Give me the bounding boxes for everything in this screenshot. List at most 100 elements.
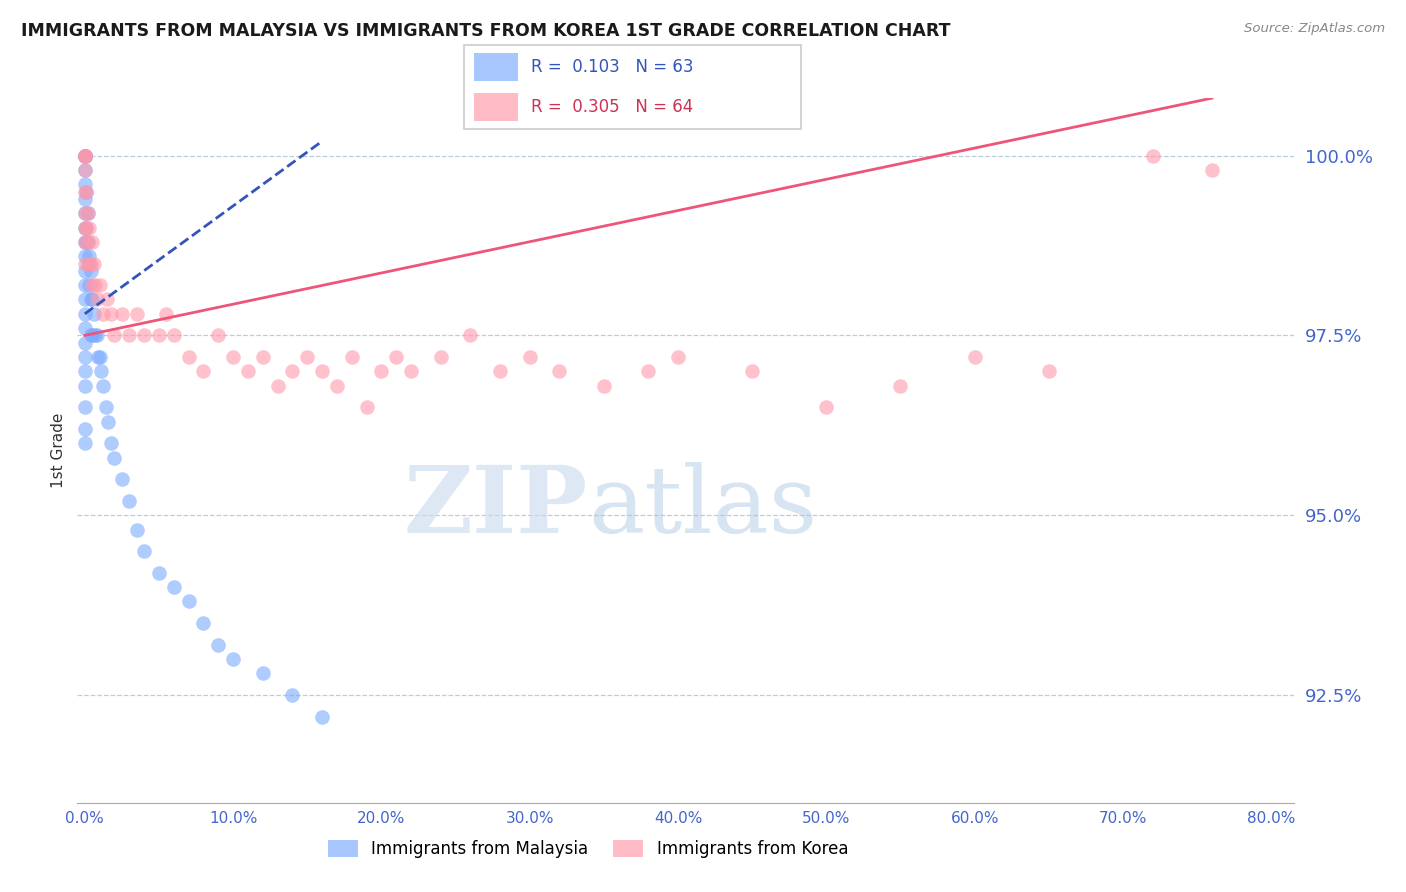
Point [87,350,110,364]
Point [148,328,170,343]
Point [76,235,98,249]
Point [148,566,170,580]
Point [100,436,122,450]
Point [79,256,101,270]
Point [73,263,96,277]
Point [73,364,96,378]
Point [266,378,288,392]
Text: R =  0.305   N = 64: R = 0.305 N = 64 [531,98,693,116]
Point [155,307,177,321]
Point [84,328,107,343]
Point [385,350,408,364]
Point [82,293,104,307]
Point [73,163,96,178]
Point [73,148,96,162]
Point [311,364,333,378]
Point [222,350,245,364]
Point [281,688,304,702]
Point [1142,148,1164,162]
Point [73,422,96,436]
Point [76,206,98,220]
Point [193,364,215,378]
Point [73,256,96,270]
Point [741,364,763,378]
Point [90,364,112,378]
Point [125,307,148,321]
Point [73,178,96,192]
Point [177,350,200,364]
Point [73,148,96,162]
Point [91,378,114,392]
Point [73,192,96,206]
Text: Source: ZipAtlas.com: Source: ZipAtlas.com [1244,22,1385,36]
Point [100,307,122,321]
Point [82,328,104,343]
Point [370,364,392,378]
Legend: Immigrants from Malaysia, Immigrants from Korea: Immigrants from Malaysia, Immigrants fro… [322,833,855,865]
Point [77,256,100,270]
Point [96,293,118,307]
Point [79,293,101,307]
Point [118,328,141,343]
Point [73,249,96,263]
Point [73,206,96,220]
Point [592,378,614,392]
Point [82,235,104,249]
Point [73,307,96,321]
Point [177,594,200,608]
Point [460,328,482,343]
Point [79,328,101,343]
Point [111,472,134,486]
Point [252,350,274,364]
Point [83,307,105,321]
Text: atlas: atlas [588,462,817,552]
Text: IMMIGRANTS FROM MALAYSIA VS IMMIGRANTS FROM KOREA 1ST GRADE CORRELATION CHART: IMMIGRANTS FROM MALAYSIA VS IMMIGRANTS F… [21,22,950,40]
Point [73,148,96,162]
Point [84,278,107,293]
Point [340,350,363,364]
Point [311,709,333,723]
Point [73,148,96,162]
Point [86,328,108,343]
Point [73,278,96,293]
Point [73,220,96,235]
Point [356,401,378,415]
Point [79,263,101,277]
Point [73,148,96,162]
Point [399,364,422,378]
Point [252,666,274,681]
Point [76,256,98,270]
Point [77,220,100,235]
Point [163,328,186,343]
Point [637,364,659,378]
Point [82,278,104,293]
Point [76,235,98,249]
Point [125,523,148,537]
Point [281,364,304,378]
Point [111,307,134,321]
Point [429,350,451,364]
Point [73,206,96,220]
Point [73,148,96,162]
Point [77,278,100,293]
Point [207,638,229,652]
Point [132,328,155,343]
Point [1038,364,1060,378]
Point [207,328,229,343]
Point [222,652,245,666]
Point [103,328,125,343]
Point [89,278,111,293]
Point [83,256,105,270]
Point [963,350,986,364]
Point [73,378,96,392]
Point [73,335,96,350]
Point [163,580,186,594]
Point [73,350,96,364]
Point [75,185,97,199]
Point [86,293,108,307]
Point [75,220,97,235]
Text: R =  0.103   N = 63: R = 0.103 N = 63 [531,58,695,76]
Point [73,163,96,178]
Point [97,415,120,429]
Point [1201,163,1223,178]
